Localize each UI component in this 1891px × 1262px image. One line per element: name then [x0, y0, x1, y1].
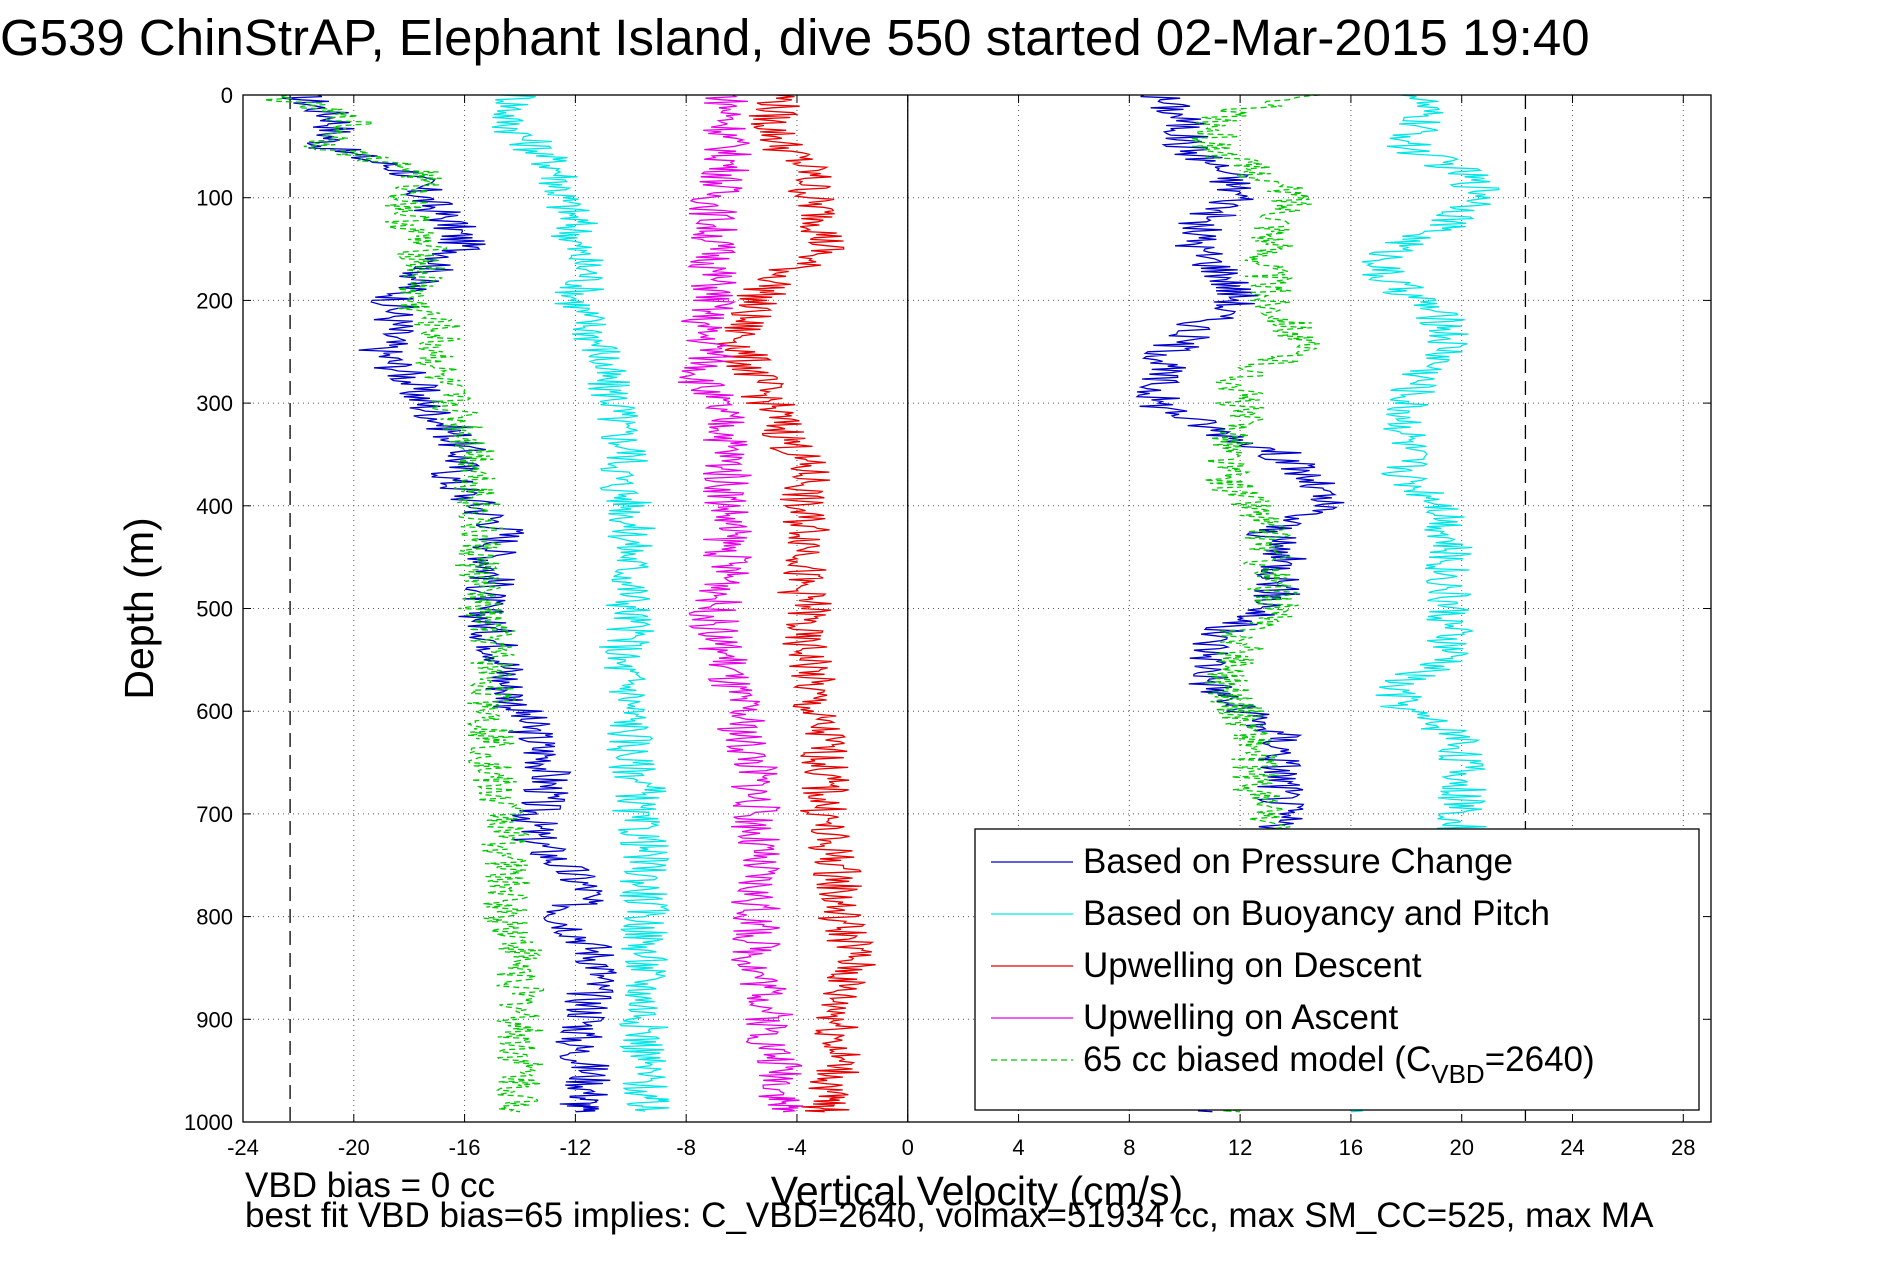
legend-label-2: Based on Buoyancy and Pitch [1083, 894, 1550, 933]
y-tick-label: 500 [196, 597, 233, 622]
legend-label-4: Upwelling on Ascent [1083, 998, 1398, 1037]
x-tick-label: 20 [1449, 1135, 1473, 1160]
x-tick-label: -4 [787, 1135, 807, 1160]
series-line-4 [677, 94, 804, 1113]
legend-label-1: Based on Pressure Change [1083, 842, 1513, 881]
x-tick-label: 28 [1671, 1135, 1695, 1160]
y-tick-label: 600 [196, 699, 233, 724]
y-tick-label: 800 [196, 905, 233, 930]
ascent-series-line-3 [1189, 94, 1320, 1113]
chart-title: G539 ChinStrAP, Elephant Island, dive 55… [0, 9, 1590, 66]
y-tick-label: 300 [196, 391, 233, 416]
x-tick-label: 12 [1228, 1135, 1252, 1160]
x-tick-label: -8 [676, 1135, 696, 1160]
x-axis-label: Vertical Velocity (cm/s) [771, 1168, 1183, 1214]
x-tick-label: 16 [1339, 1135, 1363, 1160]
x-tick-label: 0 [902, 1135, 914, 1160]
x-tick-label: -24 [227, 1135, 259, 1160]
y-tick-label: 900 [196, 1007, 233, 1032]
axis-ticks: -24 -20 -16 -12 -8 -4 0 4 8 12 16 20 24 28 0 100 200 300 4… [184, 83, 1711, 1160]
x-tick-label: 4 [1012, 1135, 1024, 1160]
x-tick-label: 24 [1560, 1135, 1584, 1160]
y-tick-label: 400 [196, 494, 233, 519]
legend: Based on Pressure Change Based on Buoyanc… [974, 828, 1700, 1111]
y-tick-label: 200 [196, 288, 233, 313]
y-axis-label: Depth (m) [116, 517, 162, 699]
legend-box [974, 828, 1700, 1111]
plot-frame [242, 94, 1712, 1123]
best-fit-note: best fit VBD bias=65 implies: C_VBD=2640… [245, 1196, 1654, 1235]
plot-border [242, 94, 1712, 1123]
x-tick-label: -12 [559, 1135, 591, 1160]
x-tick-label: -20 [338, 1135, 370, 1160]
y-tick-label: 1000 [184, 1110, 233, 1135]
x-tick-label: 8 [1123, 1135, 1135, 1160]
axis-labels: Vertical Velocity (cm/s) Depth (m) [116, 517, 1183, 1214]
series-line-5 [264, 94, 545, 1113]
series-line-2 [491, 94, 671, 1112]
y-tick-label: 700 [196, 802, 233, 827]
series-line-1 [282, 94, 617, 1113]
x-tick-label: -16 [449, 1135, 481, 1160]
vbd-bias-note: VBD bias = 0 cc [245, 1166, 495, 1205]
legend-label-3: Upwelling on Descent [1083, 946, 1422, 985]
series-line-3 [717, 94, 876, 1113]
y-tick-label: 0 [221, 83, 233, 108]
y-tick-label: 100 [196, 186, 233, 211]
